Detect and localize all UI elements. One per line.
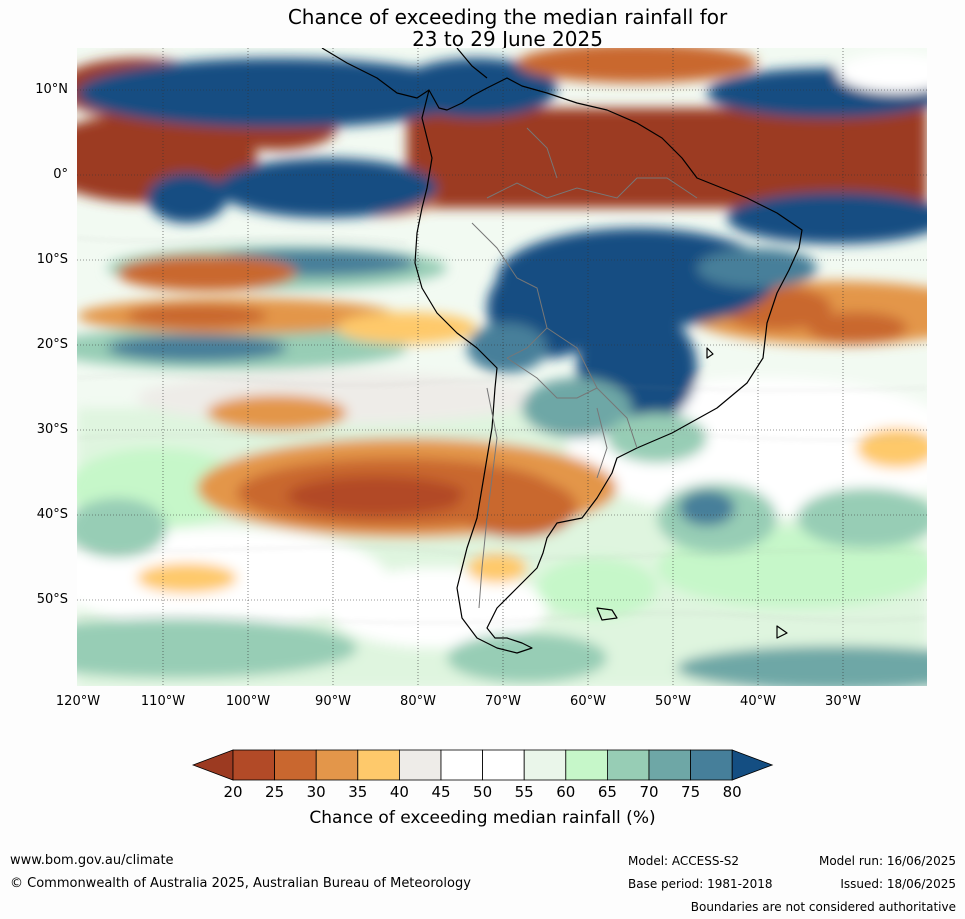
colorbar-cell: [523, 749, 567, 781]
lon-label: 60°W: [570, 694, 606, 709]
map-title-line-1: Chance of exceeding the median rainfall …: [287, 5, 728, 29]
colorbar-cell: [565, 749, 608, 781]
base-period-text: Base period: 1981-2018: [628, 877, 773, 891]
colorbar-arrow-low: [192, 749, 234, 781]
lat-label: 0°: [53, 167, 68, 182]
rainfall-map: [77, 48, 927, 686]
lon-label: 100°W: [225, 694, 271, 709]
graticule: [77, 48, 927, 686]
disclaimer-text: Boundaries are not considered authoritat…: [690, 900, 956, 914]
colorbar-cell: [648, 749, 691, 781]
lon-label: 40°W: [740, 694, 776, 709]
issued-text: Issued: 18/06/2025: [840, 877, 956, 891]
colorbar-tick-label: 25: [265, 783, 285, 801]
map-canvas: [77, 48, 927, 686]
lon-label: 110°W: [140, 694, 186, 709]
colorbar: [192, 749, 774, 781]
colorbar-cell: [274, 749, 317, 781]
coastline: [321, 48, 803, 654]
colorbar-tick-label: 30: [306, 783, 326, 801]
colorbar-cell: [606, 749, 650, 781]
country-borders: [471, 127, 698, 609]
copyright-text: © Commonwealth of Australia 2025, Austra…: [10, 876, 471, 891]
lon-label: 80°W: [400, 694, 436, 709]
colorbar-tick-label: 45: [431, 783, 451, 801]
lat-label: 10°N: [35, 82, 68, 97]
contour-lines: [77, 236, 927, 624]
colorbar-tick-label: 40: [389, 783, 409, 801]
lon-label: 30°W: [825, 694, 861, 709]
model-run-text: Model run: 16/06/2025: [818, 854, 956, 868]
lon-label: 90°W: [315, 694, 351, 709]
colorbar-tick-label: 60: [556, 783, 576, 801]
lat-label: 50°S: [36, 592, 68, 607]
falkland-islands: [596, 607, 618, 621]
colorbar-tick-label: 20: [223, 783, 243, 801]
map-title-line-2: 23 to 29 June 2025: [412, 27, 603, 51]
rainfall-probability-field: [77, 48, 927, 686]
colorbar-tick-label: 50: [473, 783, 493, 801]
model-text: Model: ACCESS-S2: [628, 854, 740, 868]
colorbar-cell: [398, 749, 442, 781]
website-text: www.bom.gov.au/climate: [10, 853, 174, 868]
colorbar-cell: [315, 749, 359, 781]
lat-label: 20°S: [36, 337, 68, 352]
lat-label: 30°S: [36, 422, 68, 437]
lon-label: 70°W: [485, 694, 521, 709]
caribbean-coast: [456, 48, 488, 79]
lat-label: 40°S: [36, 507, 68, 522]
south-georgia: [776, 625, 788, 639]
colorbar-arrow-high: [731, 749, 774, 781]
colorbar-cell: [440, 749, 483, 781]
colorbar-tick-label: 75: [681, 783, 701, 801]
colorbar-cell: [690, 749, 733, 781]
colorbar-tick-label: 35: [348, 783, 368, 801]
colorbar-cell: [232, 749, 275, 781]
central-america-coast: [321, 48, 430, 99]
colorbar-label: Chance of exceeding median rainfall (%): [309, 808, 656, 828]
colorbar-tick-label: 70: [639, 783, 659, 801]
colorbar-tick-label: 80: [722, 783, 742, 801]
colorbar-cell: [357, 749, 400, 781]
lon-label: 50°W: [655, 694, 691, 709]
colorbar-cell: [482, 749, 525, 781]
colorbar-tick-label: 55: [514, 783, 534, 801]
south-america-coast: [414, 77, 803, 654]
lat-label: 10°S: [36, 252, 68, 267]
lon-label: 120°W: [55, 694, 101, 709]
island: [706, 347, 714, 359]
colorbar-tick-label: 65: [597, 783, 617, 801]
